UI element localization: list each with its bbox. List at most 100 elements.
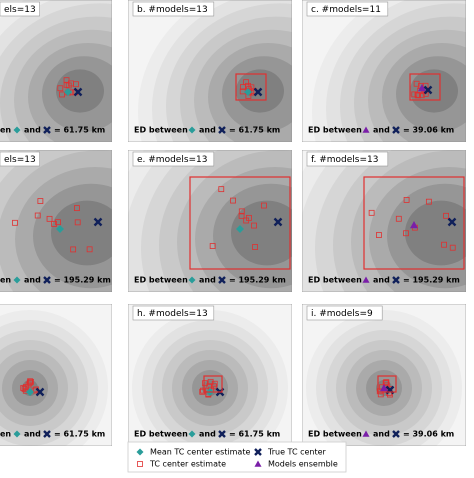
panel-title: els=13	[4, 155, 36, 165]
triangle-marker	[362, 276, 370, 283]
ed-prefix: en	[0, 430, 11, 439]
estimate-marker	[86, 246, 93, 253]
ed-value: = 61.75 km	[54, 126, 105, 135]
estimate-marker	[449, 244, 456, 251]
estimate-marker	[34, 212, 41, 219]
estimate-marker	[238, 212, 245, 219]
panel	[0, 0, 112, 142]
ed-and: and	[24, 276, 41, 285]
cross-marker	[35, 387, 45, 397]
title-box	[306, 151, 389, 167]
diamond-marker	[188, 430, 196, 438]
title-box	[306, 305, 383, 321]
estimate-marker	[207, 378, 214, 385]
cross-marker	[392, 430, 400, 438]
title-box	[306, 1, 389, 17]
diamond-marker	[188, 276, 196, 284]
ed-value: = 195.29 km	[403, 276, 460, 285]
estimate-marker	[403, 230, 409, 237]
estimate-marker	[37, 198, 44, 204]
estimate-marker	[63, 81, 70, 88]
estimate-marker	[25, 381, 32, 388]
diamond-marker	[236, 225, 244, 233]
cross-marker	[218, 126, 226, 134]
zoom-box	[409, 73, 441, 101]
title-box	[132, 305, 215, 321]
ed-and: and	[373, 276, 390, 285]
estimate-marker	[63, 77, 70, 84]
triangle-marker	[380, 384, 388, 392]
panel	[0, 150, 112, 292]
contour	[405, 200, 466, 266]
diamond-marker	[244, 88, 252, 96]
estimate-marker	[209, 243, 216, 249]
cross-marker	[218, 430, 226, 438]
estimate-marker	[441, 241, 447, 248]
zoom-box	[235, 73, 267, 101]
panel	[302, 150, 466, 292]
cross-marker	[447, 217, 457, 227]
triangle-marker	[362, 126, 370, 133]
ed-value: = 195.29 km	[54, 276, 111, 285]
estimate-marker	[251, 222, 257, 229]
cross-marker	[254, 448, 262, 456]
estimate-marker	[74, 205, 80, 212]
ed-prefix: ED between	[308, 276, 362, 285]
triangle-marker	[362, 430, 370, 437]
estimate-marker	[383, 379, 390, 386]
panel	[302, 304, 466, 446]
panel	[128, 304, 292, 446]
estimate-marker	[202, 380, 208, 387]
panel-title: h. #models=13	[137, 309, 208, 319]
cross-marker	[253, 87, 263, 97]
estimate-marker	[74, 219, 81, 226]
estimate-marker	[238, 208, 245, 215]
ed-prefix: ED between	[134, 430, 188, 439]
ed-prefix: ED between	[308, 126, 362, 135]
diamond-marker	[64, 88, 72, 96]
cross-marker	[392, 126, 400, 134]
legend-box	[127, 441, 347, 473]
estimate-marker	[73, 81, 79, 88]
ed-prefix: en	[0, 126, 11, 135]
triangle-marker	[410, 221, 418, 229]
zoom-box	[363, 176, 465, 270]
estimate-marker	[230, 197, 236, 204]
estimate-marker	[12, 219, 18, 226]
panel	[302, 0, 466, 142]
estimate-marker	[57, 85, 64, 92]
panel-title: i. #models=9	[311, 309, 373, 319]
ed-prefix: ED between	[308, 430, 362, 439]
panel-title: c. #models=11	[311, 5, 381, 15]
diamond-marker	[136, 448, 144, 456]
cross-marker	[218, 276, 226, 284]
ed-and: and	[373, 126, 390, 135]
cross-marker	[93, 217, 103, 227]
contour	[410, 69, 458, 113]
estimate-marker	[137, 461, 143, 467]
estimate-marker	[261, 202, 267, 209]
estimate-marker	[59, 91, 65, 98]
panel-title: els=13	[4, 5, 36, 15]
zoom-box	[189, 176, 291, 270]
estimate-marker	[21, 386, 28, 392]
title-box	[0, 151, 40, 167]
legend-label: TC center estimate	[149, 460, 226, 469]
estimate-marker	[382, 380, 389, 387]
estimate-marker	[51, 220, 57, 227]
estimate-marker	[413, 80, 420, 87]
ed-prefix: en	[0, 276, 11, 285]
diamond-marker	[56, 225, 64, 233]
estimate-marker	[200, 387, 206, 394]
estimate-marker	[252, 244, 258, 250]
zoom-box	[377, 375, 397, 393]
ed-prefix: ED between	[134, 276, 188, 285]
estimate-marker	[411, 91, 418, 98]
ed-value: = 39.06 km	[403, 126, 454, 135]
cross-marker	[423, 85, 433, 95]
zoom-box	[203, 375, 223, 393]
ed-value: = 195.29 km	[229, 276, 286, 285]
ed-and: and	[24, 430, 41, 439]
estimate-marker	[218, 186, 225, 193]
